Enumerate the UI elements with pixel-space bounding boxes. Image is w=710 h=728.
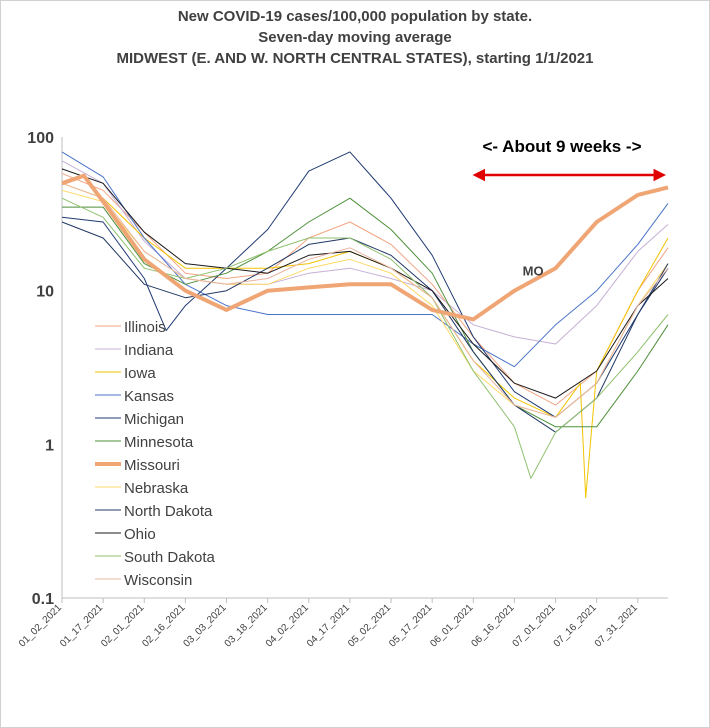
y-tick-label: 1 [45,437,54,454]
legend-label: Kansas [124,388,174,405]
legend-label: Wisconsin [124,572,192,589]
series-line-south-dakota [61,197,669,479]
span-annotation: <- About 9 weeks -> [482,137,641,156]
series-line-ohio [61,168,669,399]
legend-label: South Dakota [124,549,216,566]
y-tick-label: 100 [27,130,54,147]
legend-label: Nebraska [124,480,189,497]
chart-title-line-2: Seven-day moving average [258,29,452,46]
x-tick-label: 03_18_2021 [223,602,270,649]
chart-title-line-1: New COVID-19 cases/100,000 population by… [177,8,533,25]
legend-label: Indiana [124,342,174,359]
x-tick-label: 04_02_2021 [264,602,311,649]
x-tick-label: 04_17_2021 [305,602,352,649]
legend-label: Iowa [124,365,156,382]
x-tick-label: 07_31_2021 [593,602,640,649]
legend-label: Michigan [124,411,184,428]
x-tick-label: 01_17_2021 [58,602,105,649]
legend-label: Missouri [124,457,180,474]
x-tick-label: 02_16_2021 [140,602,187,649]
y-tick-label: 0.1 [32,591,54,608]
x-tick-label: 05_02_2021 [346,602,393,649]
x-tick-label: 06_16_2021 [469,602,516,649]
x-tick-label: 06_01_2021 [428,602,475,649]
missouri-line-label: MO [523,264,544,279]
series-line-kansas [61,151,669,368]
legend-label: North Dakota [124,503,213,520]
y-tick-label: 10 [36,284,54,301]
x-tick-label: 07_01_2021 [511,602,558,649]
series-line-missouri [61,173,669,322]
x-tick-label: 02_01_2021 [99,602,146,649]
series-line-wisconsin [61,182,669,418]
series-line-nebraska [61,189,669,418]
series-line-indiana [61,160,669,345]
legend-label: Minnesota [124,434,194,451]
x-tick-label: 01_02_2021 [17,602,64,649]
legend-label: Ohio [124,526,156,543]
x-tick-label: 05_17_2021 [387,602,434,649]
x-tick-label: 07_16_2021 [552,602,599,649]
legend-label: Illinois [124,319,166,336]
chart-title-line-3: MIDWEST (E. AND W. NORTH CENTRAL STATES)… [116,50,594,67]
x-tick-label: 03_03_2021 [182,602,229,649]
